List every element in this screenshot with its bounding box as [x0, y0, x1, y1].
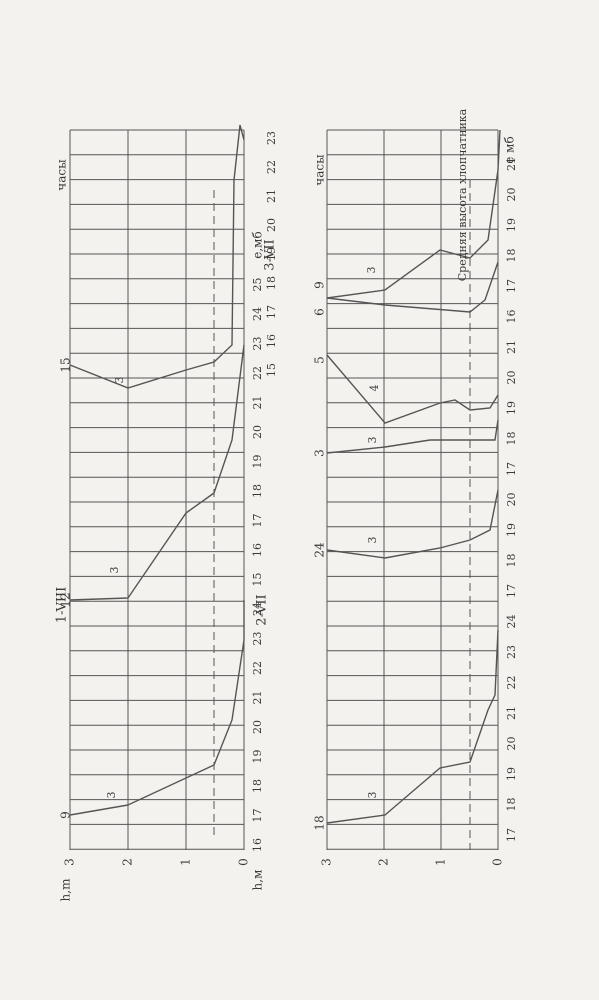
- hour-label: 9: [313, 281, 327, 289]
- e-tick: 21: [265, 189, 278, 203]
- e-tick: 19: [505, 523, 518, 537]
- curve-label: 3: [366, 537, 379, 544]
- axis-label: e,мб: [251, 231, 265, 258]
- e-tick: 21: [251, 396, 264, 410]
- e-tick: 15: [265, 363, 278, 377]
- e-tick: 20: [505, 371, 518, 385]
- e-tick: 16: [505, 310, 518, 324]
- e-tick: 18: [505, 249, 518, 263]
- e-tick: 20: [505, 493, 518, 507]
- e-tick: 17: [265, 305, 278, 319]
- e-tick: 21: [505, 340, 518, 354]
- e-tick: 20: [251, 425, 264, 439]
- curve: [326, 489, 499, 559]
- e-tick: 23: [251, 632, 264, 646]
- height-tick: 1: [434, 858, 448, 866]
- e-tick: 17: [505, 462, 518, 476]
- e-tick: 16: [251, 838, 264, 852]
- axis-label: часы: [313, 154, 327, 186]
- e-tick: 19: [505, 767, 518, 781]
- e-tick: 17: [251, 809, 264, 823]
- height-tick: 2: [121, 858, 135, 866]
- curve-label: 3: [105, 792, 118, 799]
- curve-label: 3: [113, 377, 126, 384]
- curve: [326, 419, 499, 454]
- e-tick: 23: [251, 337, 264, 351]
- hour-label: 3: [313, 449, 327, 457]
- height-tick: 3: [63, 858, 77, 866]
- hour-label: 15: [59, 357, 73, 372]
- grid: [69, 129, 499, 850]
- e-tick: 21: [505, 157, 518, 171]
- hour-label: 12: [59, 592, 73, 607]
- e-tick: 19: [251, 455, 264, 469]
- e-tick: 17: [505, 584, 518, 598]
- curve: [69, 344, 245, 601]
- e-tick: 17: [505, 279, 518, 293]
- e-tick: 19: [251, 750, 264, 764]
- curve-label: 3: [366, 792, 379, 799]
- hour-label: 6: [313, 308, 327, 316]
- e-tick: 18: [505, 798, 518, 812]
- curve: [69, 124, 245, 389]
- curve-label: 4: [368, 385, 381, 392]
- height-tick: 2: [377, 858, 391, 866]
- e-tick: 22: [505, 676, 518, 690]
- e-tick: 20: [265, 218, 278, 232]
- curve: [326, 629, 499, 824]
- axis-label: e мб: [503, 136, 517, 163]
- e-tick: 23: [505, 645, 518, 659]
- e-tick: 17: [251, 514, 264, 528]
- date-label: 3-VII: [263, 239, 278, 270]
- e-tick: 19: [265, 247, 278, 261]
- annotation: Средняя высота хлопчатника: [456, 108, 469, 281]
- e-tick: 22: [251, 661, 264, 675]
- axis-label: часы: [55, 159, 69, 191]
- e-tick: 21: [505, 706, 518, 720]
- hour-label: 9: [59, 811, 73, 819]
- e-tick: 20: [505, 737, 518, 751]
- curves: [69, 124, 501, 850]
- e-tick: 24: [251, 307, 264, 321]
- e-tick: 18: [265, 276, 278, 290]
- e-tick: 17: [505, 828, 518, 842]
- hour-label: 24: [313, 542, 327, 558]
- curve: [326, 354, 499, 424]
- height-tick: 3: [320, 858, 334, 866]
- hour-label: 5: [313, 356, 327, 364]
- e-tick: 19: [505, 218, 518, 232]
- e-tick: 18: [251, 484, 264, 498]
- axis-label: h,м: [251, 870, 265, 891]
- axis-label: h,m: [59, 878, 73, 902]
- e-tick: 18: [251, 779, 264, 793]
- e-tick: 20: [251, 720, 264, 734]
- e-tick: 21: [251, 691, 264, 705]
- date-label: 2-VII: [255, 594, 270, 625]
- e-tick: 22: [265, 160, 278, 174]
- e-tick: 18: [505, 554, 518, 568]
- e-tick: 23: [265, 131, 278, 145]
- e-tick: 16: [251, 543, 264, 557]
- height-tick: 0: [237, 858, 251, 866]
- e-tick: 18: [505, 432, 518, 446]
- date-label: 1-VIII: [55, 587, 70, 624]
- e-tick: 19: [505, 401, 518, 415]
- e-tick: 15: [251, 573, 264, 587]
- height-tick: 1: [179, 858, 193, 866]
- e-tick: 25: [251, 278, 264, 292]
- hour-label: 18: [313, 815, 327, 830]
- curve-label: 3: [365, 267, 378, 274]
- e-tick: 16: [265, 334, 278, 348]
- e-tick: 22: [251, 366, 264, 380]
- curve-label: 3: [108, 567, 121, 574]
- curve-label: 3: [366, 437, 379, 444]
- e-tick: 24: [505, 615, 518, 629]
- e-tick: 20: [505, 188, 518, 202]
- height-tick: 0: [491, 858, 505, 866]
- curve: [69, 600, 245, 816]
- e-tick: 24: [251, 602, 264, 616]
